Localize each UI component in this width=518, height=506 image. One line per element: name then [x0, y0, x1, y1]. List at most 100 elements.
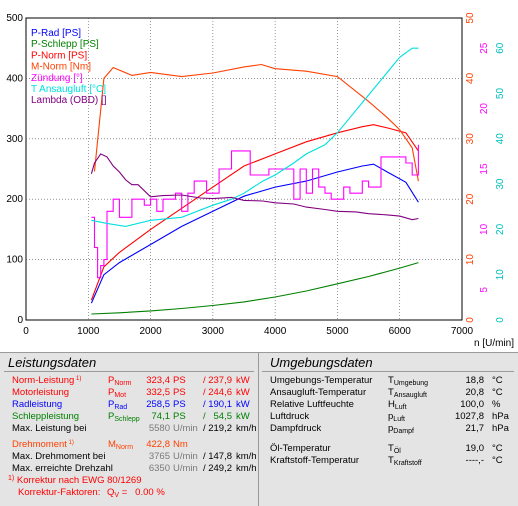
umgebung-unit: hPa: [492, 423, 509, 434]
right-axis-tick-label: 40: [465, 72, 476, 84]
y-tick-label: 400: [6, 73, 23, 84]
leistung-unit-1: U/min: [173, 463, 198, 474]
dyno-chart: 0 1000 2000 3000 4000 5000 6000 7000 0 100 200 300 4…: [6, 12, 514, 349]
leistung-value-2: 244,6: [208, 387, 232, 398]
leistung-symbol-sub: Schlepp: [114, 416, 140, 423]
leistung-value-1: 74,1: [151, 411, 171, 422]
leistung-label: Motorleistung: [12, 387, 70, 398]
leistung-row: Norm-Leistung 1) PNorm 323,4 PS /237,9 kW: [0, 375, 258, 387]
dyno-chart-svg: 0 1000 2000 3000 4000 5000 6000 700001002003004…: [6, 12, 514, 349]
leistung-symbol-sub: Norm: [114, 380, 132, 387]
leistung-symbol-sub: Norm: [115, 444, 134, 451]
right-axis-tick-label: 10: [479, 223, 490, 235]
leistung-separator: /: [203, 399, 206, 410]
umgebung-value: 18,8: [465, 375, 485, 386]
series-line: [91, 262, 419, 315]
series-line: [91, 144, 419, 279]
series-line: [93, 63, 419, 182]
right-axis-tick-label: 40: [495, 133, 506, 145]
umgebung-symbol-sub: Ansaugluft: [393, 392, 427, 399]
korrektur-line-2: Korrektur-Faktoren: QV = 0.00 %: [18, 487, 165, 499]
umgebung-symbol: pDampf: [388, 423, 414, 435]
umgebung-row: Kraftstoff-Temperatur TKraftstoff ----,- °C: [262, 455, 514, 467]
leistung-value-2: 147,8: [208, 451, 232, 462]
umgebung-label: Kraftstoff-Temperatur: [270, 455, 360, 466]
leistung-label: Max. erreichte Drehzahl: [12, 463, 113, 474]
korrektur-symbol: QV: [107, 487, 120, 499]
leistung-label: Radleistung: [12, 399, 63, 410]
x-tick-label: 3000: [202, 326, 225, 337]
umgebung-unit: °C: [492, 455, 503, 466]
right-axis-tick-label: 50: [495, 88, 506, 100]
y-tick-label: 300: [6, 134, 23, 145]
leistung-unit-2: km/h: [236, 463, 257, 474]
leistungsdaten-title: Leistungsdaten: [8, 355, 97, 370]
umgebung-symbol: TAnsaugluft: [388, 387, 427, 399]
right-axis-tick-label: 0: [495, 317, 506, 323]
umgebung-row: Umgebungs-Temperatur TUmgebung 18,8 °C: [262, 375, 514, 387]
right-axis-tick-label: 30: [465, 133, 476, 145]
y-tick-label: 200: [6, 194, 23, 205]
leistung-label: Max. Drehmoment bei: [12, 451, 106, 462]
plot-frame: [25, 17, 463, 321]
leistung-value-2: 54,5: [213, 411, 233, 422]
leistung-symbol: PSchlepp: [108, 411, 140, 423]
legend-entry: P-Schlepp [PS]: [31, 39, 99, 50]
leistungsdaten-title-rule: [4, 371, 254, 372]
legend-entry: M-Norm [Nm]: [31, 62, 91, 73]
leistung-unit-1: PS: [173, 375, 186, 386]
panel-divider: [258, 353, 259, 506]
umgebung-symbol: TKraftstoff: [388, 455, 422, 467]
leistung-separator: /: [203, 375, 206, 386]
umgebung-label: Umgebungs-Temperatur: [270, 375, 373, 386]
umgebung-unit: °C: [492, 443, 503, 454]
leistung-row: Schleppleistung PSchlepp 74,1 PS / 54,5 kW: [0, 411, 258, 423]
leistung-unit-1: PS: [173, 411, 186, 422]
umgebungsdaten-title-rule: [262, 371, 514, 372]
umgebung-label: Relative Luftfeuchte: [270, 399, 354, 410]
leistung-value-1: 422,8: [146, 439, 170, 450]
leistung-value-1: 6350: [148, 463, 170, 474]
legend-entry: P-Norm [PS]: [31, 50, 87, 61]
right-axis-tick-label: 5: [479, 287, 490, 293]
umgebung-value: ----,-: [465, 455, 484, 466]
korrektur-text: Korrektur nach EWG 80/1269: [16, 475, 142, 486]
leistung-row: Motorleistung PMot 332,5 PS /244,6 kW: [0, 387, 258, 399]
leistung-symbol: PMot: [108, 387, 127, 399]
y-tick-label: 0: [17, 315, 23, 326]
leistung-unit-2: kW: [236, 387, 250, 398]
leistung-value-2: 249,2: [208, 463, 232, 474]
umgebung-value: 19,0: [465, 443, 485, 454]
umgebung-symbol-sub: Öl: [393, 448, 401, 455]
y-tick-label: 500: [6, 13, 23, 24]
legend-entry: T Ansaugluft [°C]: [31, 84, 106, 95]
x-tick-label: 0: [23, 326, 29, 337]
leistung-label: Schleppleistung: [12, 411, 80, 422]
leistung-value-1: 332,5: [146, 387, 170, 398]
umgebung-symbol: HLuft: [388, 399, 407, 411]
umgebungsdaten-title: Umgebungsdaten: [270, 355, 373, 370]
leistung-row: Drehmoment 1) MNorm 422,8 Nm: [0, 439, 258, 451]
leistung-unit-2: km/h: [236, 423, 257, 434]
umgebung-value: 1027,8: [454, 411, 484, 422]
right-axis-tick-label: 15: [479, 163, 490, 175]
umgebung-value: 100,0: [460, 399, 484, 410]
umgebung-symbol-sub: Dampf: [393, 428, 414, 435]
x-tick-label: 4000: [264, 326, 287, 337]
umgebung-label: Ansaugluft-Temperatur: [270, 387, 367, 398]
leistung-unit-2: kW: [236, 375, 250, 386]
leistung-symbol-sub: Rad: [114, 404, 128, 411]
korrektur-marker: 1): [8, 475, 15, 482]
x-tick-label: 1000: [77, 326, 100, 337]
umgebung-label: Luftdruck: [270, 411, 310, 422]
x-tick-label: 6000: [389, 326, 412, 337]
leistung-row: Max. Leistung bei 5580 U/min /219,2 km/h: [0, 423, 258, 435]
leistung-label: Drehmoment 1): [12, 439, 74, 450]
korrektur-symbol-sub: V: [114, 492, 120, 499]
umgebung-symbol: TÖl: [388, 443, 401, 455]
leistung-symbol: PRad: [108, 399, 128, 411]
right-axis-tick-label: 60: [495, 42, 506, 54]
umgebung-symbol: TUmgebung: [388, 375, 429, 387]
leistung-separator: /: [203, 411, 206, 422]
leistung-unit-1: PS: [173, 387, 186, 398]
